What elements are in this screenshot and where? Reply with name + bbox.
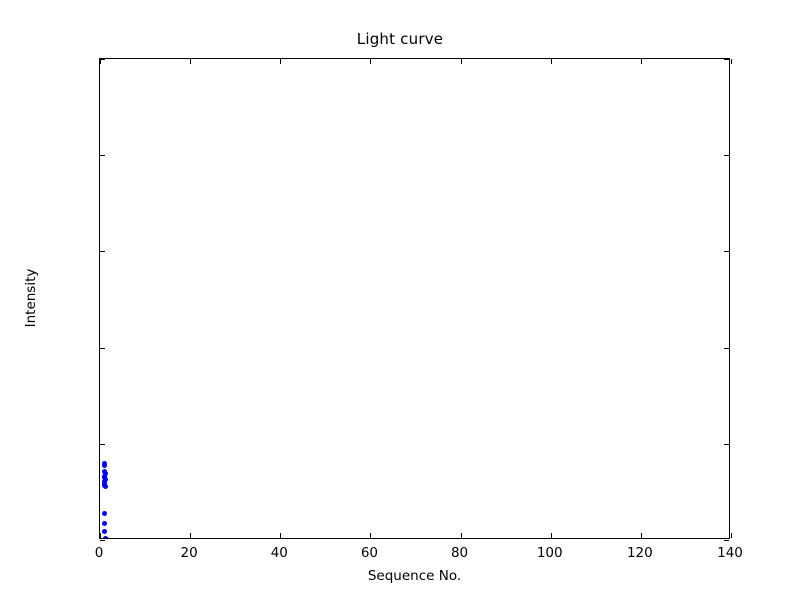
chart-title: Light curve <box>356 30 444 48</box>
x-tick-label: 20 <box>180 545 198 561</box>
x-tick-mark <box>460 533 462 538</box>
y-tick-mark-right <box>724 540 729 541</box>
y-tick-mark-right <box>724 59 729 60</box>
data-point <box>102 483 108 489</box>
x-tick-label: 80 <box>450 545 469 561</box>
y-tick-mark <box>100 540 105 541</box>
data-point <box>102 520 108 526</box>
x-tick-mark <box>731 533 732 538</box>
x-tick-mark-top <box>550 59 552 64</box>
y-tick-mark-right <box>724 443 729 445</box>
x-tick-mark-top <box>190 59 192 64</box>
x-tick-mark <box>190 533 192 538</box>
plot-data-area <box>100 59 729 538</box>
data-point <box>102 470 108 476</box>
x-tick-mark-top <box>460 59 462 64</box>
data-point <box>103 536 109 538</box>
data-point <box>102 510 107 516</box>
x-tick-mark-top <box>640 59 642 64</box>
x-tick-label: 100 <box>536 545 563 561</box>
y-tick-mark <box>100 155 105 157</box>
x-tick-mark <box>370 533 372 538</box>
x-tick-label: 140 <box>717 545 743 561</box>
y-tick-mark <box>100 347 105 349</box>
x-tick-mark-top <box>280 59 282 64</box>
y-tick-mark <box>100 59 105 60</box>
x-axis-label: Sequence No. <box>367 568 462 584</box>
x-tick-label: 120 <box>626 545 653 561</box>
y-tick-mark-right <box>724 251 729 253</box>
y-tick-mark-right <box>724 155 729 157</box>
x-tick-mark-top <box>731 59 732 64</box>
x-tick-label: 60 <box>360 545 379 561</box>
plot-axes <box>99 58 732 541</box>
y-tick-mark <box>100 443 105 445</box>
y-tick-mark <box>100 251 105 253</box>
x-tick-mark-top <box>100 59 101 64</box>
x-tick-label: 0 <box>94 545 104 561</box>
x-tick-mark <box>550 533 552 538</box>
x-tick-mark <box>280 533 282 538</box>
y-tick-mark-right <box>724 347 729 349</box>
x-tick-mark <box>100 533 101 538</box>
x-tick-mark-top <box>370 59 372 64</box>
x-tick-mark <box>640 533 642 538</box>
data-point <box>102 529 107 535</box>
y-axis-label: Intensity <box>23 268 39 328</box>
x-tick-label: 40 <box>270 545 288 561</box>
data-point <box>102 462 108 468</box>
